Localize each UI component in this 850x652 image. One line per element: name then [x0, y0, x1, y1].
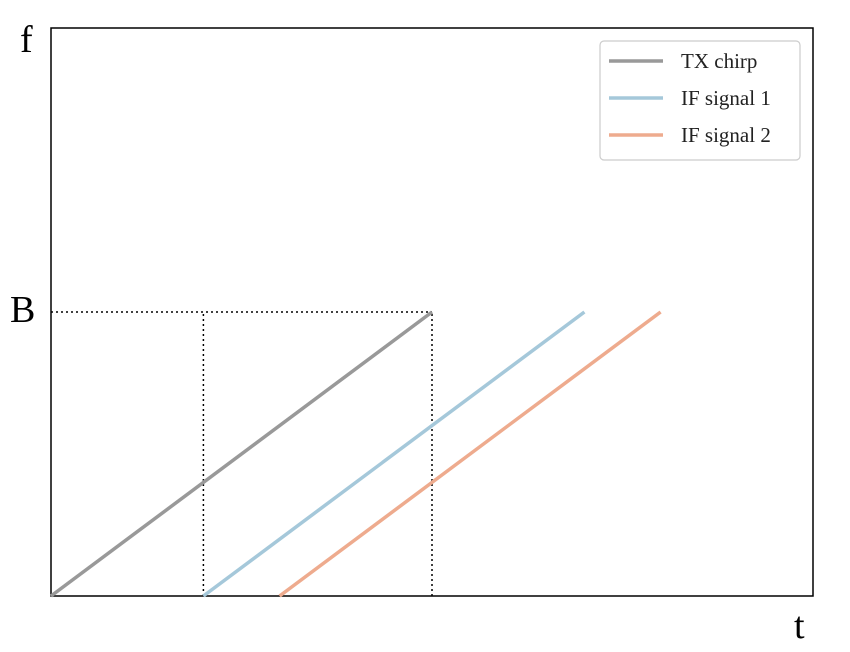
- legend: TX chirp IF signal 1 IF signal 2: [599, 40, 801, 161]
- legend-label-1: TX chirp: [681, 49, 757, 73]
- legend-box: [599, 40, 801, 161]
- series-lines: [49, 310, 662, 598]
- series-line-2: [202, 310, 586, 598]
- reference-lines: [51, 311, 433, 596]
- series-line-1: [49, 310, 434, 598]
- x-axis-label: t: [794, 605, 805, 647]
- y-tick-label-b: B: [10, 289, 35, 331]
- legend-label-2: IF signal 1: [681, 86, 771, 110]
- series-line-3: [278, 310, 662, 598]
- legend-label-3: IF signal 2: [681, 123, 771, 147]
- y-axis-label: f: [20, 19, 33, 61]
